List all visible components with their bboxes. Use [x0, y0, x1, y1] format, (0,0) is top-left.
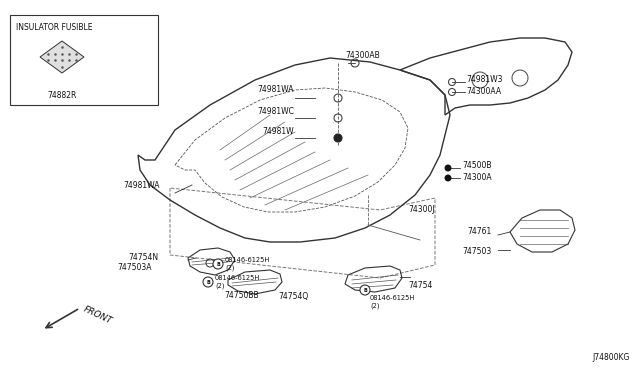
- Text: 74882R: 74882R: [47, 91, 77, 100]
- Text: 74754Q: 74754Q: [278, 292, 308, 301]
- Text: J74800KG: J74800KG: [593, 353, 630, 362]
- Polygon shape: [40, 41, 84, 73]
- Circle shape: [360, 285, 370, 295]
- Circle shape: [334, 134, 342, 142]
- Text: 74754N: 74754N: [128, 253, 158, 262]
- Text: FRONT: FRONT: [82, 304, 114, 326]
- Text: B: B: [216, 262, 220, 266]
- Circle shape: [445, 165, 451, 171]
- Text: 747503A: 747503A: [118, 263, 152, 273]
- Text: 74981W: 74981W: [262, 128, 294, 137]
- Text: B: B: [206, 279, 210, 285]
- Text: 08146-6125H
(2): 08146-6125H (2): [215, 275, 260, 289]
- Text: INSULATOR FUSIBLE: INSULATOR FUSIBLE: [16, 23, 93, 32]
- Text: 08146-6125H
(2): 08146-6125H (2): [225, 257, 270, 271]
- Circle shape: [445, 175, 451, 181]
- Text: 74981W3: 74981W3: [466, 76, 502, 84]
- Circle shape: [203, 277, 213, 287]
- Text: B: B: [363, 288, 367, 292]
- Text: 74754: 74754: [408, 282, 433, 291]
- Text: 74981WA: 74981WA: [124, 180, 160, 189]
- Text: 74300A: 74300A: [462, 173, 492, 183]
- Text: 74750BB: 74750BB: [224, 292, 259, 301]
- Text: 74300AB: 74300AB: [345, 51, 380, 60]
- Bar: [10, 15, 158, 105]
- Circle shape: [213, 259, 223, 269]
- Text: 747503: 747503: [463, 247, 492, 257]
- Text: 74981WA: 74981WA: [257, 86, 294, 94]
- Text: 74500B: 74500B: [462, 160, 492, 170]
- Text: 74300AA: 74300AA: [466, 87, 501, 96]
- Text: 74300J: 74300J: [408, 205, 435, 215]
- Text: 08146-6125H
(2): 08146-6125H (2): [370, 295, 415, 309]
- Text: 74761: 74761: [468, 228, 492, 237]
- Text: 74981WC: 74981WC: [257, 108, 294, 116]
